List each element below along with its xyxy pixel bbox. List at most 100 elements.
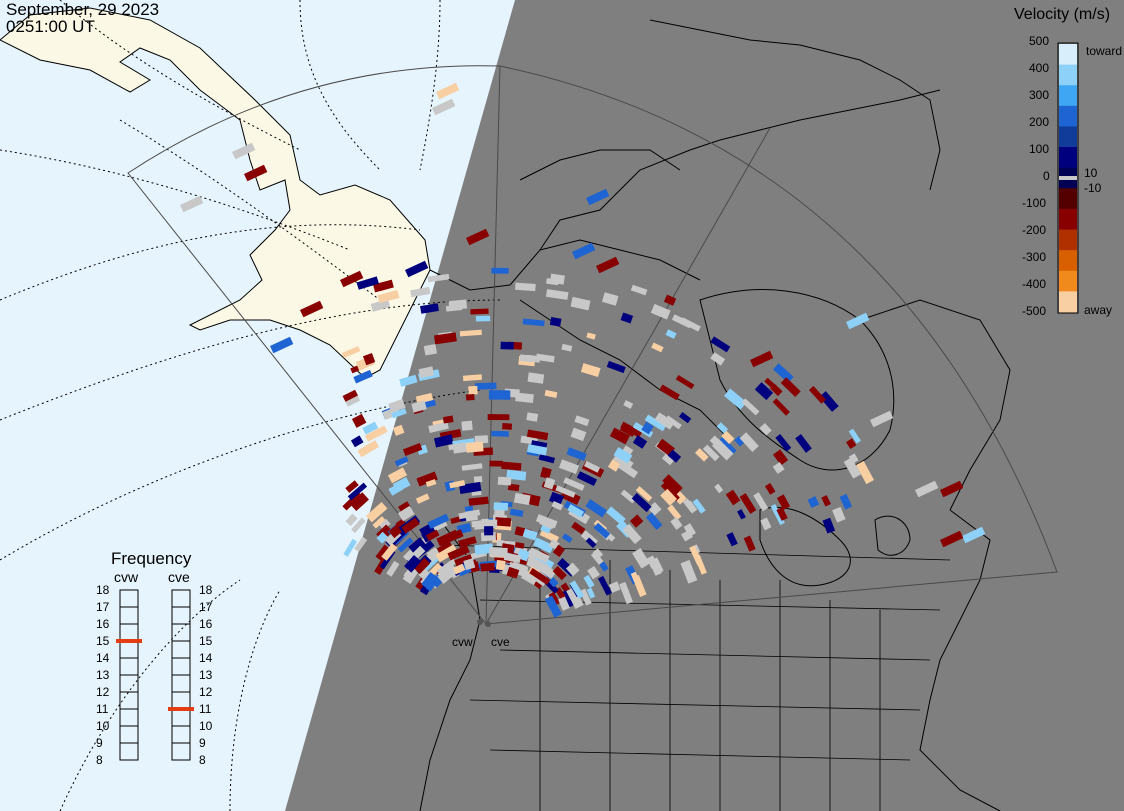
radar-echo-cell: [869, 410, 894, 428]
radar-echo-cell: [592, 548, 604, 559]
frequency-tick-label-right: 16: [199, 617, 213, 631]
radar-echo-cell: [915, 480, 939, 498]
radar-echo-cell: [354, 536, 368, 552]
date-label: September, 29 2023: [6, 0, 160, 19]
frequency-tick-label-right: 15: [199, 634, 213, 648]
radar-echo-cell: [650, 303, 671, 320]
radar-echo-cell: [509, 508, 524, 517]
colorbar-segment: [1059, 270, 1077, 292]
radar-echo-cell: [342, 491, 362, 511]
radar-echo-cell: [435, 82, 460, 100]
radar-echo-cell: [399, 374, 418, 387]
radar-echo-cell: [599, 561, 609, 572]
radar-echo-cell: [776, 494, 791, 510]
radar-echo-cell: [772, 398, 790, 416]
radar-echo-cell: [629, 514, 644, 528]
radar-echo-cell: [362, 421, 379, 435]
radar-echo-cell: [845, 312, 870, 330]
radar-echo-cell: [475, 315, 491, 322]
radar-echo-cell: [619, 581, 633, 605]
colorbar-segment: [1059, 291, 1077, 313]
radar-echo-cell: [586, 587, 596, 599]
radar-echo-cell: [487, 414, 510, 421]
frequency-radar-cve: cve: [168, 569, 190, 585]
frequency-tick-label-right: 11: [199, 702, 212, 716]
radar-echo-cell: [641, 421, 654, 435]
radar-echo-cell: [544, 595, 562, 618]
radar-echo-cell: [463, 558, 476, 571]
radar-echo-cell: [659, 384, 680, 401]
radar-echo-cell: [232, 142, 256, 160]
time-label: 0251:00 UT: [6, 17, 95, 36]
radar-echo-cell: [461, 463, 483, 471]
radar-echo-cell: [587, 565, 600, 580]
radar-echo-cell: [561, 533, 573, 544]
radar-echo-cell: [574, 415, 590, 427]
radar-echo-cell: [459, 329, 482, 337]
radar-echo-cell: [743, 535, 756, 552]
radar-echo-cell: [404, 554, 422, 573]
colorbar-tick-label: 500: [1029, 34, 1050, 48]
radar-echo-cell: [764, 482, 776, 495]
radar-echo-cell: [345, 513, 358, 527]
radar-echo-cell: [535, 514, 558, 529]
radar-echo-cell: [739, 432, 759, 453]
radar-echo-cell: [343, 538, 357, 557]
radar-echo-cell: [398, 501, 411, 513]
radar-echo-cell: [555, 485, 576, 498]
colorbar-tick-label: -400: [1022, 277, 1047, 291]
radar-echo-cell: [772, 461, 785, 474]
radar-echo-cell: [474, 435, 489, 444]
colorbar-segment: [1059, 64, 1077, 86]
radar-echo-cell: [502, 422, 513, 430]
radar-echo-cell: [595, 256, 620, 274]
radar-echo-cell: [465, 394, 475, 401]
radar-echo-cell: [351, 413, 367, 428]
colorbar-tick-label: 100: [1029, 142, 1050, 156]
radar-echo-cell: [427, 513, 450, 529]
radar-echo-cell: [685, 500, 698, 514]
radar-echo-cell: [462, 374, 482, 382]
frequency-tick-label-left: 16: [96, 617, 110, 631]
radar-echo-cell: [375, 544, 391, 562]
radar-echo-cell: [527, 372, 545, 384]
radar-echo-cell: [416, 471, 438, 487]
radar-echo-cell: [408, 537, 427, 555]
radar-echo-cell: [630, 284, 648, 296]
radar-echo-cell: [832, 506, 846, 523]
radar-echo-cell: [488, 519, 498, 528]
frequency-tick-label-left: 14: [96, 651, 110, 665]
colorbar-segment: [1059, 188, 1077, 210]
radar-echo-cell: [617, 461, 639, 479]
radar-echo-cell: [622, 523, 642, 545]
radar-echo-cell: [543, 477, 556, 490]
radar-echo-cell: [344, 394, 361, 407]
frequency-tick-label-right: 18: [199, 583, 213, 597]
radar-echo-cell: [425, 529, 440, 542]
radar-echo-cell: [716, 422, 729, 434]
radar-echo-cell: [519, 354, 533, 363]
radar-echo-cell: [453, 563, 466, 575]
radar-echo-cell: [370, 298, 391, 312]
colorbar-tick-label: -200: [1022, 223, 1047, 237]
frequency-tick-label-right: 17: [199, 600, 213, 614]
radar-echo-cell: [507, 483, 520, 492]
radar-echo-cell: [473, 476, 483, 483]
radar-echo-cell: [491, 430, 509, 437]
radar-echo-cell: [775, 433, 792, 452]
radar-echo-cell: [563, 477, 585, 491]
radar-echo-cell: [244, 164, 268, 182]
radar-echo-cell: [721, 430, 735, 445]
colorbar-tick-label: 400: [1029, 61, 1050, 75]
radar-echo-cell: [458, 536, 477, 548]
radar-echo-cell: [491, 267, 509, 274]
radar-echo-cell: [561, 343, 573, 352]
radar-echo-cell: [586, 332, 596, 340]
colorbar-segment: [1059, 208, 1077, 231]
radar-echo-cell: [702, 444, 720, 462]
radar-echo-cell: [434, 434, 454, 448]
radar-echo-cell: [632, 435, 648, 449]
colorbar-label-pos10: 10: [1084, 166, 1098, 180]
frequency-marker-cve: [168, 707, 194, 711]
